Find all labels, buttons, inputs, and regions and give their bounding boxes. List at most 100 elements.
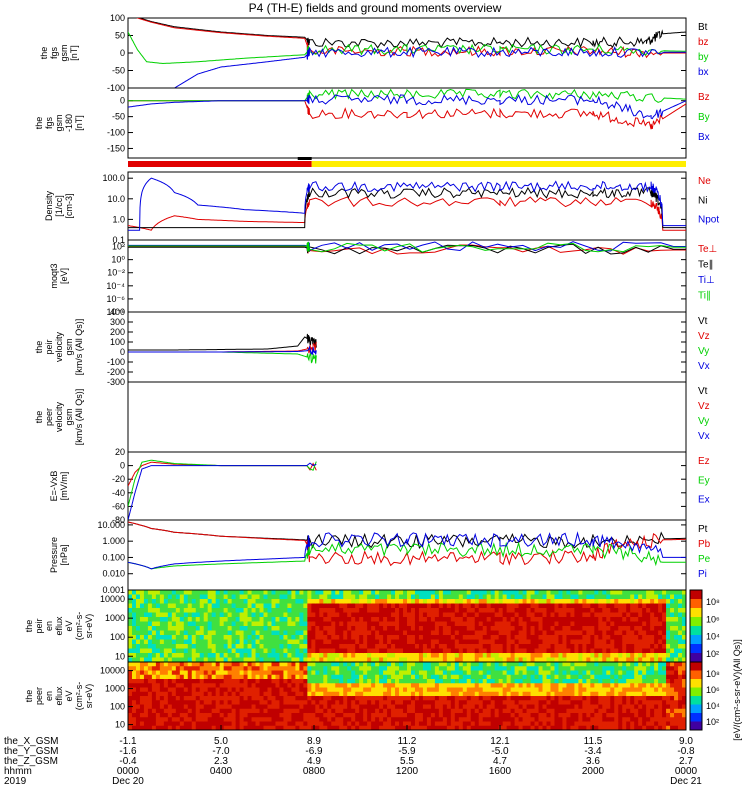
legend-entry: Pt (698, 524, 708, 535)
y-axis-label: the (24, 620, 34, 633)
footer-value: 5.5 (400, 756, 414, 767)
y-tick-label: 10.000 (97, 520, 125, 530)
legend-entry: Vx (698, 361, 710, 372)
y-axis-label: sr-eV) (84, 614, 94, 639)
panel-pressure: 10.000 1.000 0.100 0.010 0.001 Pt Pb Pe Pi Pressu… (49, 519, 711, 595)
footer-value: 1600 (489, 766, 512, 777)
y-tick-label: 10⁰ (111, 255, 125, 265)
y-tick-label: 1000 (105, 684, 125, 694)
y-tick-label: 100.0 (102, 173, 125, 183)
y-axis-label: Density (44, 190, 54, 221)
y-tick-label: 100 (110, 337, 125, 347)
legend-entry: Ez (698, 456, 710, 467)
y-axis-label: [nT] (69, 45, 79, 61)
footer-row-label: hhmm (4, 766, 32, 777)
legend-entry: Ti⊥ (698, 275, 715, 286)
footer-value: -1.1 (119, 736, 137, 747)
y-tick-label: 10² (112, 242, 125, 252)
panel-frame (127, 381, 687, 453)
y-tick-label: 0.100 (102, 552, 125, 562)
panel-efield: 20 0 -20 -40 -60 -80 Ez Ey Ex E=-VxB [mV/m] (49, 447, 710, 525)
y-axis-label: (cm²-s- (74, 682, 84, 711)
y-axis-label: sr-eV) (84, 684, 94, 709)
series-Ne (128, 196, 686, 231)
y-tick-label: 10⁻⁴ (106, 281, 125, 291)
footer-row-label: the_Z_GSM (4, 756, 58, 767)
footer-value: Dec 20 (112, 776, 144, 787)
colorbar-tick-label: 10⁴ (706, 632, 720, 642)
legend-entry: Vz (698, 331, 710, 342)
legend-entry: Vy (698, 416, 709, 427)
series-Ey (128, 459, 317, 507)
footer-value: 0000 (675, 766, 698, 777)
series-Bx (128, 94, 686, 120)
y-tick-label: 10⁻⁶ (107, 294, 126, 304)
footer-value: 4.9 (307, 756, 321, 767)
footer-value: 3.6 (586, 756, 600, 767)
y-tick-label: 0 (120, 347, 125, 357)
y-axis-label: [mV/m] (59, 472, 69, 501)
footer-value: 11.5 (584, 736, 603, 747)
y-axis-label: [nPa] (59, 544, 69, 565)
legend-entry: Te⊥ (698, 244, 717, 255)
y-axis-label: [km/s (All Qs)] (74, 389, 84, 446)
y-axis-label: peir (34, 618, 44, 633)
legend-entry: Vt (698, 316, 708, 327)
y-tick-label: -200 (107, 367, 125, 377)
y-axis-label: eV (64, 690, 74, 701)
y-tick-label: -100 (107, 357, 125, 367)
y-axis-label: the (24, 690, 34, 703)
y-tick-label: -20 (112, 474, 125, 484)
y-tick-label: 0 (120, 461, 125, 471)
y-tick-label: 50 (115, 31, 125, 41)
footer-value: -0.4 (119, 756, 137, 767)
footer-value: -7.0 (212, 746, 230, 757)
y-tick-label: 0 (120, 96, 125, 106)
y-tick-label: 0.010 (102, 569, 125, 579)
colorbar-label: [eV/(cm²-s-sr-eV)(All Qs)] (732, 639, 742, 741)
y-tick-label: 20 (115, 447, 125, 457)
footer-row-label: the_X_GSM (4, 736, 58, 747)
colorbar-tick-label: 10² (706, 717, 719, 727)
footer-value: 0000 (117, 766, 140, 777)
legend-entry: Pe (698, 554, 711, 565)
panel-frame (127, 451, 687, 521)
y-tick-label: -80 (112, 515, 125, 525)
panel-fgs: 100 50 0 -50 -100 Bt bz by bx the fgs gsm [nT] (39, 13, 709, 93)
legend-entry: bz (698, 37, 709, 48)
panel-temperature: 10² 10⁰ 10⁻² 10⁻⁴ 10⁻⁶ 10⁻⁸ Te⊥ Te∥ Ti⊥ Ti∥ moqt3[… (49, 239, 717, 317)
footer-value: 8.9 (307, 736, 321, 747)
y-axis-label: the (34, 117, 44, 130)
panel-density: 100.0 10.0 1.0 0.1 Ne Ni Npot Density [1/cc] [cm-… (44, 171, 719, 245)
y-axis-label: peer (44, 408, 54, 426)
footer-value: -5.0 (491, 746, 509, 757)
y-tick-label: 10⁻⁸ (106, 307, 125, 317)
legend-entry: By (698, 112, 710, 123)
legend-entry: Ni (698, 195, 707, 206)
y-tick-label: 0 (120, 48, 125, 58)
legend-entry: Vt (698, 386, 708, 397)
footer-value: -5.9 (398, 746, 416, 757)
y-tick-label: -50 (112, 112, 125, 122)
y-tick-label: 10⁻² (107, 268, 125, 278)
y-axis-label: [cm-3] (64, 193, 74, 218)
y-tick-label: 10.0 (107, 194, 125, 204)
footer-value: 0400 (210, 766, 233, 777)
y-axis-label: fgs (49, 47, 59, 60)
y-tick-label: 10000 (100, 594, 125, 604)
y-axis-label: gsm (64, 408, 74, 425)
panel-frame (127, 311, 687, 383)
footer-value: 1200 (396, 766, 419, 777)
panel-peir-spectrogram: 10000 1000 100 10 10⁸ 10⁶ 10⁴ 10² the peir en eflux… (24, 589, 720, 663)
footer-value: 11.2 (398, 736, 417, 747)
legend-entry: Ey (698, 475, 710, 486)
legend-entry: Bz (698, 92, 710, 103)
legend-entry: Vx (698, 431, 710, 442)
y-axis-label: velocity (54, 331, 64, 362)
series-Vt (128, 333, 317, 351)
y-tick-label: 0.001 (102, 585, 125, 595)
y-tick-label: 0.1 (112, 235, 125, 245)
legend-entry: Ne (698, 176, 711, 187)
series-Ex (128, 462, 317, 520)
y-axis-label: [nT] (74, 115, 84, 131)
